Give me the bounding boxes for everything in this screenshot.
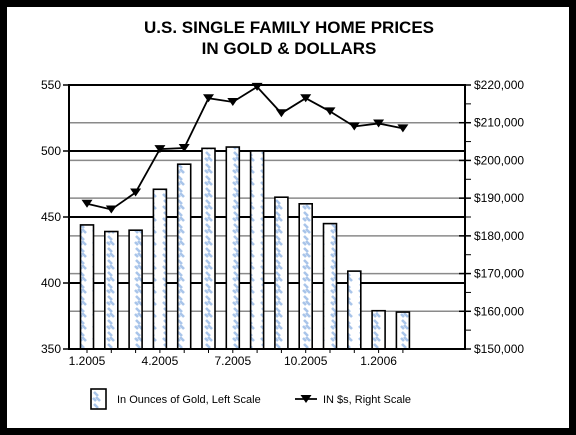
bar-9.2005 <box>274 196 289 350</box>
line-point-2.2005 <box>105 205 117 214</box>
chart-title-line-1: U.S. SINGLE FAMILY HOME PRICES <box>144 18 434 37</box>
line-point-9.2005 <box>275 109 287 118</box>
x-tick-label-1.2006: 1.2006 <box>360 354 397 368</box>
bar-2.2006 <box>395 311 411 350</box>
bar-3.2005 <box>128 229 143 350</box>
bar-4.2005 <box>152 188 168 350</box>
line-point-4.2005 <box>154 145 166 154</box>
right-tick-label-180000: $180,000 <box>474 229 524 243</box>
left-tick-label-400: 400 <box>41 276 61 290</box>
left-tick-label-500: 500 <box>41 144 61 158</box>
legend-bar-swatch <box>90 388 107 410</box>
legend-label-gold: In Ounces of Gold, Left Scale <box>117 394 261 406</box>
bar-2.2005 <box>104 230 119 350</box>
bar-11.2005 <box>322 222 338 350</box>
x-tick-label-10.2005: 10.2005 <box>284 354 328 368</box>
left-tick-label-350: 350 <box>41 342 61 356</box>
right-tick-label-210000: $210,000 <box>474 116 524 130</box>
line-point-7.2005 <box>227 97 239 106</box>
chart-title-line-2: IN GOLD & DOLLARS <box>201 39 377 58</box>
bar-1.2006 <box>371 309 386 350</box>
line-point-11.2005 <box>324 107 336 116</box>
x-tick-label-1.2005: 1.2005 <box>69 354 106 368</box>
bar-6.2005 <box>201 147 216 350</box>
line-point-5.2005 <box>178 143 190 152</box>
line-point-12.2005 <box>348 122 360 131</box>
line-point-1.2005 <box>81 199 93 208</box>
bar-8.2005 <box>249 150 265 350</box>
chart-plot: 350 400 450 500 550 $150,000 $160,000 $170,000 $… <box>41 78 524 410</box>
bar-12.2005 <box>346 270 362 350</box>
bar-5.2005 <box>176 163 192 350</box>
legend-label-dollars: IN $s, Right Scale <box>323 394 411 406</box>
line-point-3.2005 <box>130 188 142 197</box>
bar-10.2005 <box>298 203 314 350</box>
right-tick-label-170000: $170,000 <box>474 267 524 281</box>
right-tick-label-150000: $150,000 <box>474 342 524 356</box>
left-tick-label-450: 450 <box>41 210 61 224</box>
right-tick-label-190000: $190,000 <box>474 191 524 205</box>
chart-frame: U.S. SINGLE FAMILY HOME PRICES IN GOLD &… <box>6 6 570 429</box>
bar-7.2005 <box>225 146 241 350</box>
line-point-6.2005 <box>203 94 214 103</box>
line-point-10.2005 <box>300 94 312 103</box>
right-tick-label-160000: $160,000 <box>474 304 524 318</box>
right-tick-label-220000: $220,000 <box>474 78 524 92</box>
line-point-2.2006 <box>397 124 409 133</box>
bar-1.2005 <box>79 224 95 350</box>
x-tick-label-7.2005: 7.2005 <box>214 354 251 368</box>
legend-line-marker <box>300 395 312 403</box>
line-point-1.2006 <box>373 119 385 128</box>
x-tick-label-4.2005: 4.2005 <box>142 354 179 368</box>
right-tick-label-200000: $200,000 <box>474 153 524 167</box>
chart-title: U.S. SINGLE FAMILY HOME PRICES IN GOLD &… <box>7 17 571 59</box>
left-tick-label-550: 550 <box>41 78 61 92</box>
